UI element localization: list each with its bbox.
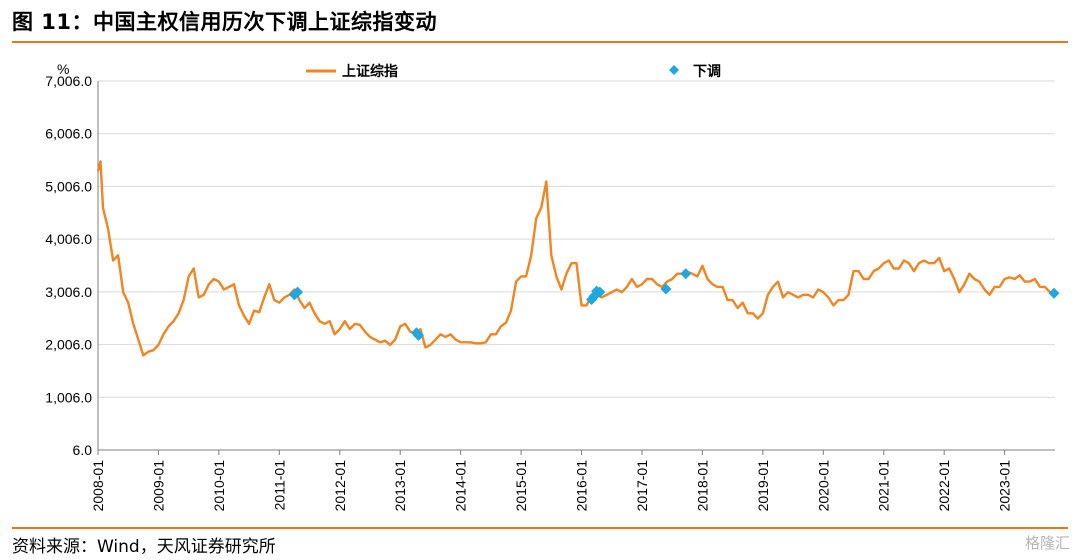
title-divider [12,41,1068,43]
x-tick-label: 2014-01 [453,460,469,512]
watermark-logo: 格隆汇 [1024,534,1070,552]
y-tick-label: 2,006.0 [45,337,92,353]
grid-lines [98,80,1055,398]
source-divider [12,527,1068,529]
y-tick-label: 7,006.0 [45,73,92,89]
x-tick-label: 2021-01 [876,460,892,512]
y-unit-label: % [57,61,69,77]
x-tick-label: 2019-01 [755,460,771,512]
x-tick-label: 2022-01 [936,460,952,512]
legend-label-downgrade: 下调 [693,64,721,80]
downgrade-marker [292,286,304,298]
y-tick-label: 3,006.0 [45,284,92,300]
x-tick-label: 2016-01 [574,460,590,512]
x-tick-label: 2013-01 [392,460,408,512]
source-note: 资料来源：Wind，天风证券研究所 [12,537,276,557]
y-tick-labels: 7,006.0 6,006.0 5,006.0 4,006.0 3,006.0 2,006… [45,73,92,458]
downgrade-marker [594,286,606,298]
x-tick-label: 2010-01 [211,460,227,512]
series-markers-downgrade [288,268,1060,341]
series-line-shangzheng [96,160,1055,357]
downgrade-marker [412,329,424,341]
downgrade-marker [680,268,692,280]
legend-label-shangzheng: 上证综指 [342,63,398,80]
downgrade-marker [1048,287,1060,299]
y-tick-label: 6,006.0 [45,126,92,142]
x-tick-label: 2017-01 [634,460,650,512]
line-series-path [96,160,1055,357]
x-tick-label: 2018-01 [694,460,710,512]
x-tick-labels: 2008-01 2009-01 2010-01 2011-01 2012-01 2013-… [90,450,1013,511]
legend: 上证综指 下调 [306,63,721,80]
downgrade-marker [660,283,672,295]
page-title: 图 11：中国主权信用历次下调上证综指变动 [12,10,438,34]
x-tick-label: 2009-01 [150,460,166,512]
y-tick-label: 6.0 [73,442,93,458]
x-tick-label: 2015-01 [513,460,529,512]
x-tick-label: 2023-01 [997,460,1013,512]
y-tick-label: 5,006.0 [45,178,92,194]
chart: 7,006.0 6,006.0 5,006.0 4,006.0 3,006.0 2,006… [45,61,1060,511]
x-tick-label: 2008-01 [90,460,106,512]
x-tick-label: 2020-01 [815,460,831,512]
x-tick-label: 2011-01 [271,460,287,511]
y-tick-label: 4,006.0 [45,231,92,247]
y-tick-label: 1,006.0 [45,389,92,405]
legend-marker-swatch [669,65,679,75]
x-tick-label: 2012-01 [332,460,348,512]
